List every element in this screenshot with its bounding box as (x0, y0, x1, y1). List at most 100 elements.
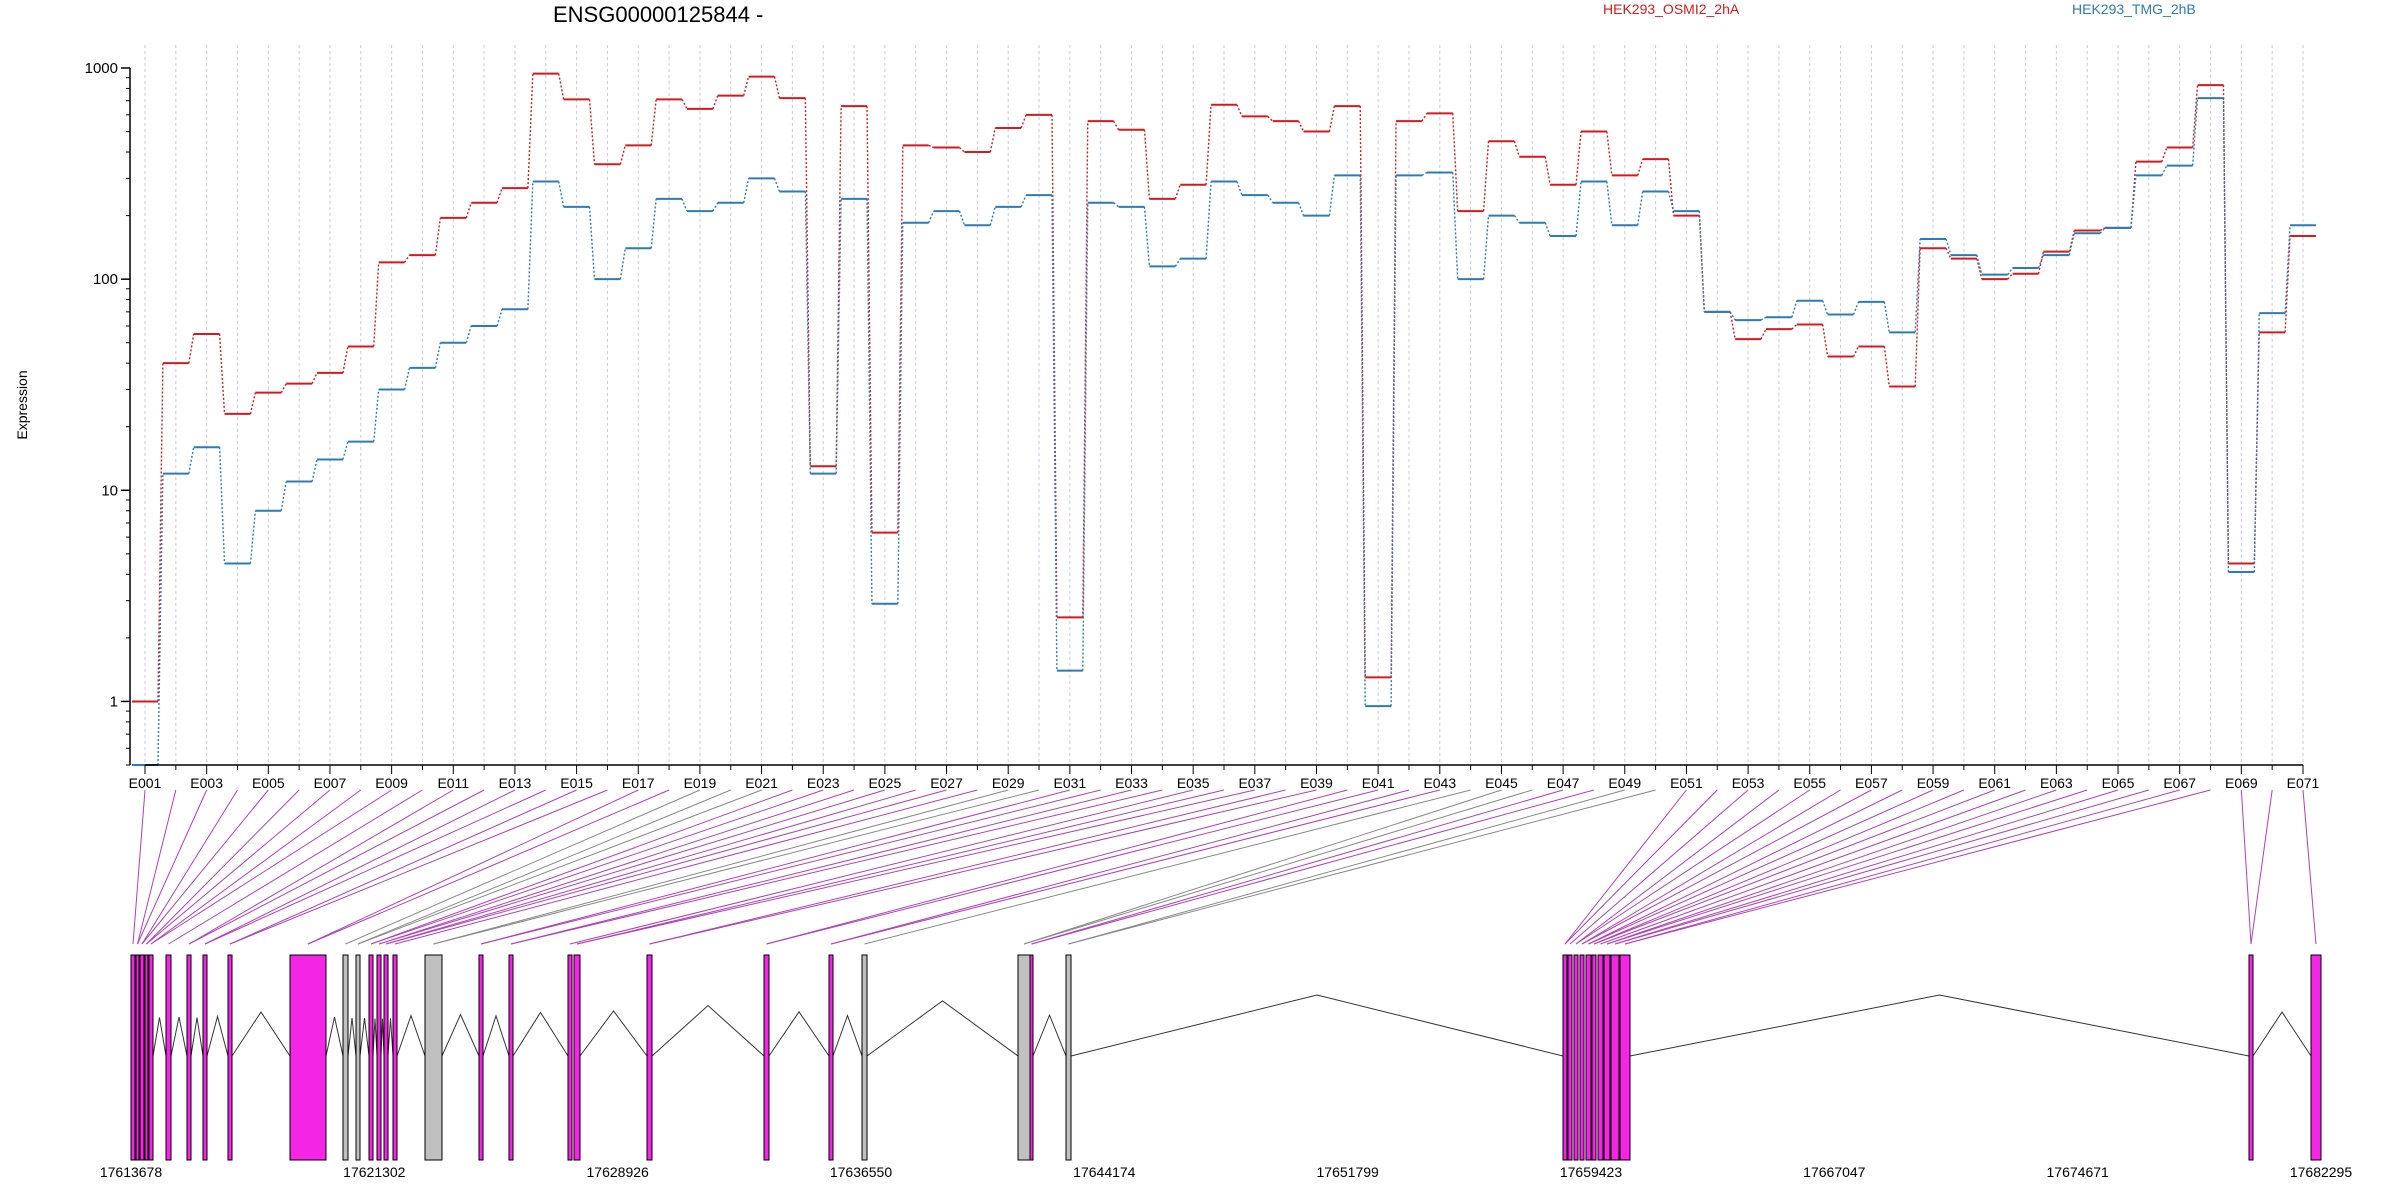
step-E055 (1821, 324, 1829, 357)
connector-E043 (830, 789, 1440, 945)
connector-E005 (141, 789, 269, 945)
connector-E061 (1593, 789, 1995, 945)
step-E065 (2130, 175, 2137, 228)
step-E052 (1729, 311, 1736, 340)
connector-E027 (385, 789, 947, 945)
step-E053 (1760, 328, 1767, 340)
step-E058 (1914, 248, 1921, 387)
genomic-tick-label: 17651799 (1317, 1164, 1380, 1180)
step-E031 (1082, 202, 1089, 671)
connector-E062 (1600, 789, 2026, 945)
exon-block (202, 954, 208, 1161)
exon-block (1591, 954, 1597, 1161)
legend-series-2[interactable]: HEK293_TMG_2hB (2072, 1, 2196, 17)
connector-E014 (204, 789, 546, 945)
intron (1629, 994, 2250, 1057)
step-E047 (1575, 131, 1582, 185)
intron (231, 1011, 291, 1057)
step-E045 (1513, 141, 1521, 157)
x-tick-label-E053: E053 (1732, 775, 1765, 791)
step-E054 (1791, 323, 1798, 330)
step-E039 (1328, 105, 1336, 132)
step-E012 (496, 187, 503, 203)
step-E050 (1667, 191, 1675, 212)
exon-block (2310, 954, 2322, 1161)
genomic-axis: 17613678 17621302 17628926 17636550 17644174… (100, 1164, 2353, 1180)
connector-E038 (649, 789, 1286, 945)
exon-block (1597, 954, 1604, 1161)
step-E014 (558, 181, 565, 207)
connector-E015 (229, 789, 577, 945)
step-E053 (1760, 316, 1767, 321)
intron (190, 1017, 204, 1057)
legend-series-1[interactable]: HEK293_OSMI2_2hA (1603, 1, 1740, 17)
step-E034 (1174, 258, 1181, 267)
x-tick-label-E047: E047 (1547, 775, 1580, 791)
connector-E023 (370, 789, 824, 945)
x-tick-label-E045: E045 (1485, 775, 1518, 791)
genomic-tick-label: 17667047 (1803, 1164, 1866, 1180)
y-tick-label-10: 10 (101, 482, 118, 499)
x-tick-label-E013: E013 (499, 775, 532, 791)
step-E060 (1976, 258, 1983, 280)
step-E025 (897, 145, 904, 533)
genomic-tick-label: 17674671 (2047, 1164, 2110, 1180)
step-E033 (1143, 129, 1151, 199)
intron (1032, 1013, 1067, 1057)
exon-block (148, 954, 154, 1161)
connector-E029 (433, 789, 1009, 945)
step-E020 (743, 76, 750, 96)
step-E002 (188, 333, 195, 364)
step-E041 (1390, 175, 1397, 707)
step-E050 (1667, 159, 1675, 216)
intron (1070, 994, 1564, 1057)
step-E019 (712, 95, 719, 110)
step-E048 (1606, 181, 1613, 226)
connector-E070 (2250, 789, 2273, 945)
step-E034 (1174, 184, 1181, 200)
connector-E018 (307, 789, 670, 945)
exon-block (1610, 954, 1620, 1161)
y-axis-label: Expression (14, 370, 30, 439)
step-E018 (681, 99, 688, 110)
connector-E007 (146, 789, 331, 945)
step-E009 (403, 254, 411, 263)
connector-E068 (1624, 789, 2211, 945)
step-E046 (1544, 222, 1551, 237)
step-E024 (866, 198, 873, 604)
step-E015 (588, 206, 596, 280)
step-E049 (1637, 191, 1644, 226)
intron (482, 1014, 510, 1057)
x-tick-label-E035: E035 (1177, 775, 1210, 791)
intron (579, 1010, 648, 1057)
step-E044 (1482, 141, 1490, 212)
step-E013 (527, 73, 534, 189)
step-E044 (1482, 215, 1490, 280)
connector-E013 (204, 789, 516, 945)
step-E042 (1421, 112, 1428, 122)
intron (2252, 1011, 2312, 1057)
x-tick-label-E063: E063 (2040, 775, 2073, 791)
step-E030 (1051, 195, 1058, 671)
connector-E051 (1564, 789, 1687, 945)
intron (866, 1000, 1019, 1057)
intron (441, 1013, 480, 1057)
intron (387, 1018, 394, 1057)
exon-block (227, 954, 233, 1161)
step-E035 (1205, 181, 1212, 259)
x-tick-label-E061: E061 (1978, 775, 2011, 791)
step-E022 (804, 191, 811, 474)
connector-E052 (1564, 789, 1718, 945)
intron (170, 1016, 188, 1057)
step-E022 (804, 98, 811, 467)
connector-E026 (385, 789, 916, 945)
genomic-tick-label: 17613678 (100, 1164, 163, 1180)
exon-block (478, 954, 484, 1161)
x-tick-label-E023: E023 (807, 775, 840, 791)
step-E061 (2007, 267, 2014, 276)
exon-block (392, 954, 398, 1161)
step-E068 (2222, 98, 2230, 573)
x-tick-label-E021: E021 (745, 775, 778, 791)
exon-block (376, 954, 382, 1161)
step-E032 (1113, 120, 1120, 131)
